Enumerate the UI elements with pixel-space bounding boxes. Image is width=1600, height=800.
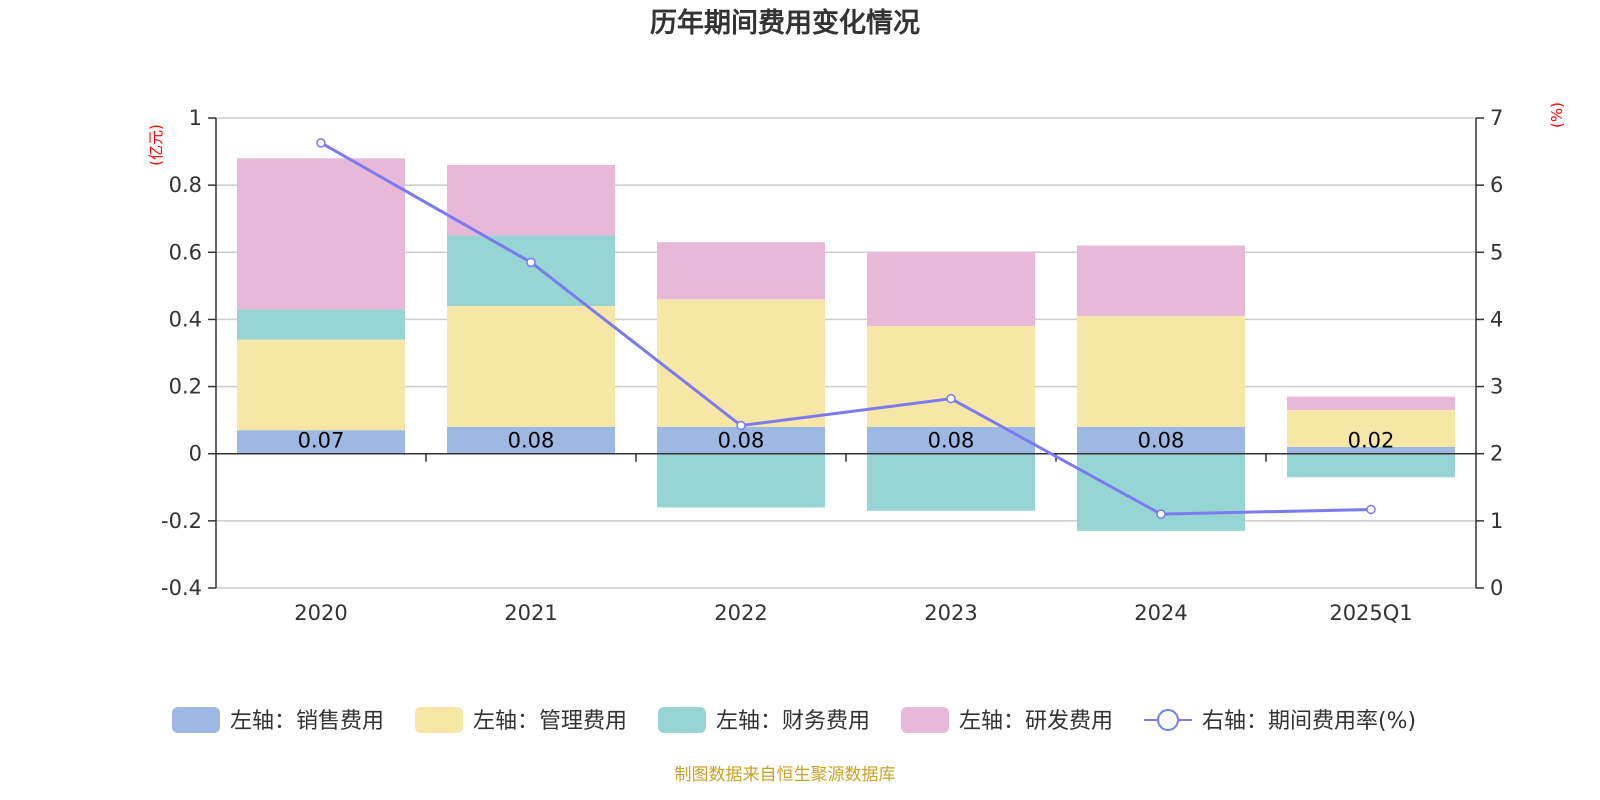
- legend-label: 左轴：研发费用: [959, 709, 1113, 734]
- left-tick-label: 0.2: [169, 375, 202, 399]
- bar-segment: [1077, 316, 1245, 427]
- right-tick-label: 5: [1490, 240, 1503, 264]
- data-labels: 0.07 0.08 0.08 0.08 0.08 0.02: [298, 429, 1395, 453]
- data-label: 0.08: [718, 429, 765, 453]
- x-tick-label: 2024: [1134, 601, 1187, 625]
- left-tick-label: -0.4: [161, 576, 202, 600]
- rate-point: [736, 420, 746, 431]
- legend-swatch: [172, 707, 220, 733]
- source-note: 制图数据来自恒生聚源数据库: [675, 765, 896, 785]
- legend-swatch: [901, 707, 949, 733]
- bar-segment: [1287, 410, 1455, 447]
- data-label: 0.08: [928, 429, 975, 453]
- bar-segment: [1287, 453, 1455, 478]
- bar-segment: [447, 426, 615, 454]
- bar-segment: [1077, 426, 1245, 454]
- bar-segment: [237, 430, 405, 454]
- right-tick-label: 0: [1490, 576, 1503, 600]
- left-axis: -0.4 -0.2 0 0.2 0.4 0.6 0.8 1: [161, 106, 217, 600]
- legend-label: 左轴：管理费用: [473, 709, 627, 734]
- gridlines: [216, 117, 1476, 589]
- left-tick-label: 1: [189, 106, 202, 130]
- left-axis-unit: (亿元): [147, 124, 165, 166]
- right-tick-label: 1: [1490, 509, 1503, 533]
- legend-marker: [1157, 709, 1179, 731]
- data-label: 0.02: [1348, 429, 1395, 453]
- bar-segment: [867, 453, 1035, 511]
- bar-segment: [237, 309, 405, 340]
- rate-point: [1156, 509, 1166, 519]
- right-tick-label: 3: [1490, 375, 1503, 399]
- right-tick-label: 2: [1490, 442, 1503, 466]
- bar-segment: [447, 235, 615, 306]
- left-tick-label: -0.2: [161, 509, 202, 533]
- bar-segment: [237, 339, 405, 431]
- x-axis: 2020 2021 2022 2023 2024 2025Q1: [216, 452, 1476, 625]
- bar-segment: [1077, 245, 1245, 317]
- legend-label: 左轴：财务费用: [716, 709, 870, 734]
- right-axis: 0 1 2 3 4 5 6 7: [1475, 106, 1503, 600]
- right-axis-unit: (%): [1548, 102, 1566, 128]
- bar-segment: [657, 426, 825, 454]
- bar-segment: [447, 165, 615, 236]
- left-tick-label: 0.4: [169, 307, 202, 331]
- data-label: 0.08: [508, 429, 555, 453]
- bar-series: [237, 158, 1455, 531]
- bar-segment: [867, 326, 1035, 427]
- bar-segment: [1077, 453, 1245, 531]
- legend-swatch: [415, 707, 463, 733]
- x-tick-label: 2020: [294, 601, 347, 625]
- left-tick-label: 0.6: [169, 240, 202, 264]
- left-tick-label: 0: [189, 442, 202, 466]
- data-label: 0.08: [1138, 429, 1185, 453]
- right-tick-label: 4: [1490, 307, 1503, 331]
- x-tick-label: 2021: [504, 601, 557, 625]
- right-tick-label: 6: [1490, 173, 1503, 197]
- bar-segment: [657, 242, 825, 300]
- right-tick-label: 7: [1490, 106, 1503, 130]
- legend-label: 左轴：销售费用: [230, 709, 384, 734]
- bar-segment: [867, 426, 1035, 454]
- legend: 左轴：销售费用 左轴：管理费用 左轴：财务费用 左轴：研发费用 右轴：期间费用率(%): [172, 707, 1416, 734]
- x-tick-label: 2022: [714, 601, 767, 625]
- bar-segment: [237, 158, 405, 310]
- left-tick-label: 0.8: [169, 173, 202, 197]
- x-tick-label: 2023: [924, 601, 977, 625]
- data-label: 0.07: [298, 429, 345, 453]
- x-tick-label: 2025Q1: [1329, 601, 1412, 625]
- bar-segment: [1287, 396, 1455, 411]
- chart-title: 历年期间费用变化情况: [650, 7, 920, 39]
- rate-point: [946, 393, 956, 404]
- rate-point: [316, 138, 326, 148]
- rate-point: [526, 257, 536, 268]
- bar-segment: [1287, 447, 1455, 454]
- legend-swatch: [658, 707, 706, 733]
- bar-segment: [657, 453, 825, 508]
- bar-segment: [657, 299, 825, 427]
- rate-line: [320, 141, 1372, 516]
- rate-point: [1366, 504, 1376, 515]
- rate-line-series: [316, 138, 1376, 519]
- bar-segment: [447, 306, 615, 427]
- legend-label: 右轴：期间费用率(%): [1202, 709, 1416, 734]
- bar-segment: [867, 252, 1035, 327]
